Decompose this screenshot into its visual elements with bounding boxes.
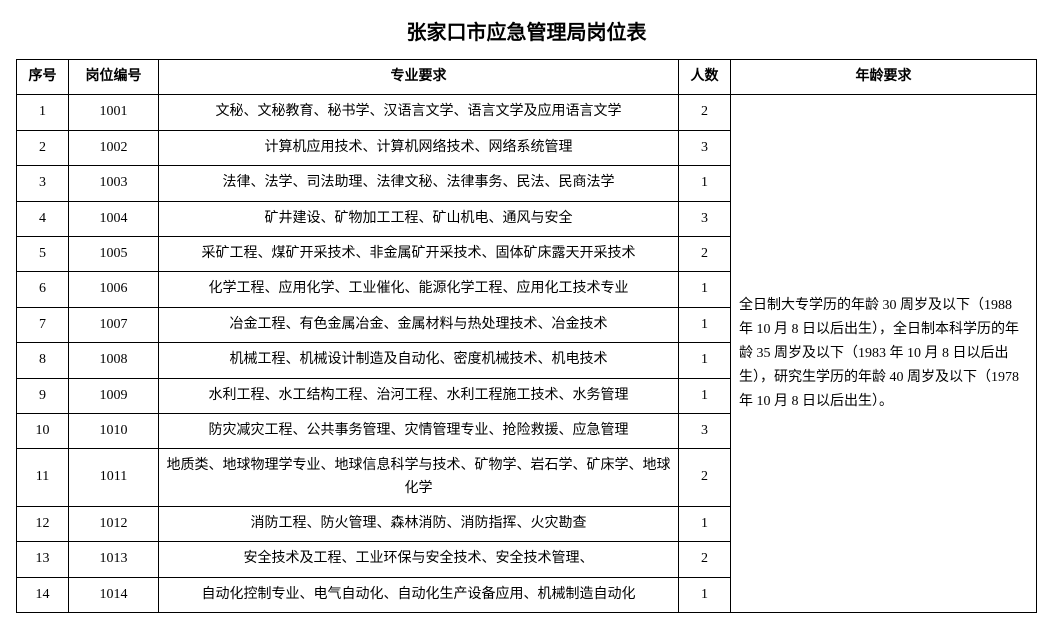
cell-num: 1 [679,272,731,307]
cell-num: 3 [679,130,731,165]
cell-seq: 7 [17,307,69,342]
col-num: 人数 [679,60,731,95]
cell-code: 1009 [69,378,159,413]
cell-seq: 11 [17,449,69,507]
cell-num: 1 [679,343,731,378]
cell-num: 3 [679,413,731,448]
cell-req: 法律、法学、司法助理、法律文秘、法律事务、民法、民商法学 [159,166,679,201]
cell-code: 1014 [69,577,159,612]
cell-code: 1008 [69,343,159,378]
cell-seq: 4 [17,201,69,236]
cell-seq: 8 [17,343,69,378]
cell-code: 1010 [69,413,159,448]
cell-req: 文秘、文秘教育、秘书学、汉语言文学、语言文学及应用语言文学 [159,95,679,130]
cell-code: 1005 [69,236,159,271]
cell-code: 1001 [69,95,159,130]
cell-req: 安全技术及工程、工业环保与安全技术、安全技术管理、 [159,542,679,577]
cell-num: 2 [679,449,731,507]
cell-seq: 2 [17,130,69,165]
cell-code: 1006 [69,272,159,307]
cell-age-requirement: 全日制大专学历的年龄 30 周岁及以下（1988 年 10 月 8 日以后出生）… [731,95,1037,613]
col-code: 岗位编号 [69,60,159,95]
cell-num: 1 [679,307,731,342]
cell-seq: 5 [17,236,69,271]
cell-req: 机械工程、机械设计制造及自动化、密度机械技术、机电技术 [159,343,679,378]
cell-num: 1 [679,378,731,413]
cell-num: 2 [679,542,731,577]
cell-seq: 6 [17,272,69,307]
cell-code: 1004 [69,201,159,236]
cell-req: 消防工程、防火管理、森林消防、消防指挥、火灾勘查 [159,507,679,542]
cell-seq: 9 [17,378,69,413]
cell-seq: 10 [17,413,69,448]
cell-num: 3 [679,201,731,236]
cell-code: 1007 [69,307,159,342]
cell-num: 2 [679,95,731,130]
cell-code: 1011 [69,449,159,507]
cell-seq: 12 [17,507,69,542]
cell-req: 冶金工程、有色金属冶金、金属材料与热处理技术、冶金技术 [159,307,679,342]
cell-num: 1 [679,577,731,612]
table-body: 11001文秘、文秘教育、秘书学、汉语言文学、语言文学及应用语言文学2全日制大专… [17,95,1037,613]
cell-req: 矿井建设、矿物加工工程、矿山机电、通风与安全 [159,201,679,236]
cell-req: 采矿工程、煤矿开采技术、非金属矿开采技术、固体矿床露天开采技术 [159,236,679,271]
cell-code: 1013 [69,542,159,577]
cell-req: 防灾减灾工程、公共事务管理、灾情管理专业、抢险救援、应急管理 [159,413,679,448]
cell-code: 1003 [69,166,159,201]
cell-seq: 13 [17,542,69,577]
cell-num: 2 [679,236,731,271]
cell-req: 地质类、地球物理学专业、地球信息科学与技术、矿物学、岩石学、矿床学、地球化学 [159,449,679,507]
col-age: 年龄要求 [731,60,1037,95]
cell-code: 1002 [69,130,159,165]
page-title: 张家口市应急管理局岗位表 [16,16,1037,45]
cell-req: 自动化控制专业、电气自动化、自动化生产设备应用、机械制造自动化 [159,577,679,612]
cell-req: 化学工程、应用化学、工业催化、能源化学工程、应用化工技术专业 [159,272,679,307]
cell-req: 计算机应用技术、计算机网络技术、网络系统管理 [159,130,679,165]
table-row: 11001文秘、文秘教育、秘书学、汉语言文学、语言文学及应用语言文学2全日制大专… [17,95,1037,130]
table-header-row: 序号 岗位编号 专业要求 人数 年龄要求 [17,60,1037,95]
positions-table: 序号 岗位编号 专业要求 人数 年龄要求 11001文秘、文秘教育、秘书学、汉语… [16,59,1037,613]
col-seq: 序号 [17,60,69,95]
cell-seq: 1 [17,95,69,130]
cell-num: 1 [679,166,731,201]
cell-seq: 3 [17,166,69,201]
cell-seq: 14 [17,577,69,612]
cell-num: 1 [679,507,731,542]
cell-req: 水利工程、水工结构工程、治河工程、水利工程施工技术、水务管理 [159,378,679,413]
col-req: 专业要求 [159,60,679,95]
cell-code: 1012 [69,507,159,542]
